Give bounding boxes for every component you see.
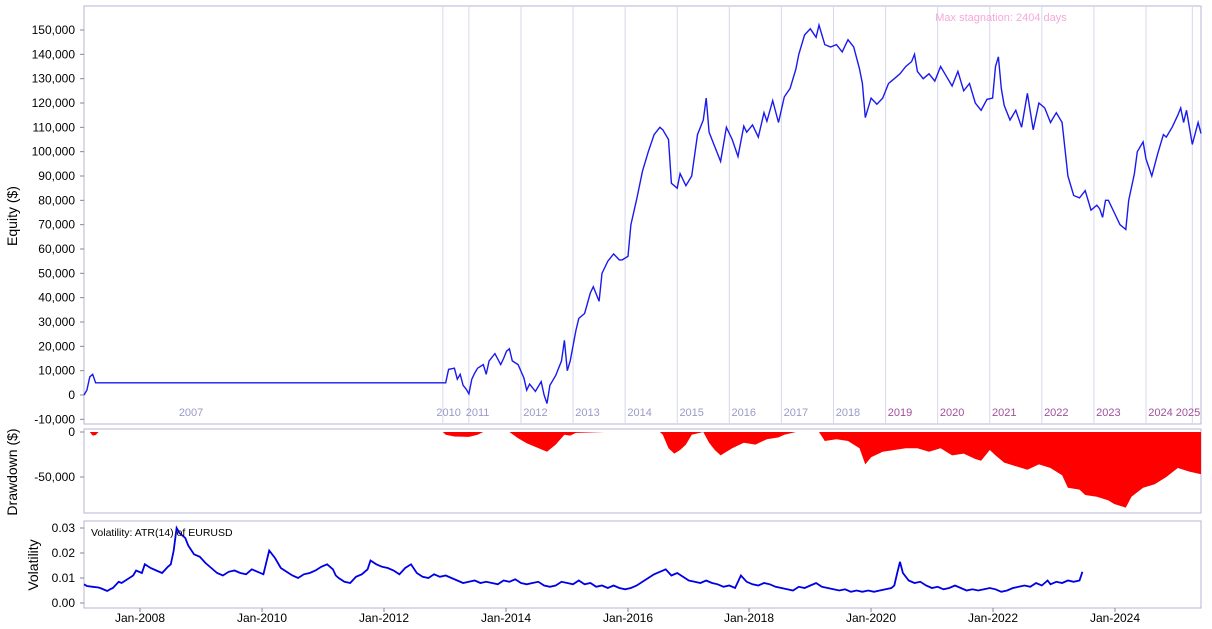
volatility-x-tick-label: Jan-2016 — [603, 611, 653, 625]
drawdown-area — [84, 432, 1201, 508]
drawdown-y-axis-ticks: 0 -50,000 — [34, 425, 84, 484]
year-label: 2022 — [1044, 407, 1068, 419]
volatility-x-tick-label: Jan-2010 — [237, 611, 287, 625]
volatility-x-tick-label: Jan-2014 — [481, 611, 531, 625]
year-label: 2021 — [992, 407, 1016, 419]
equity-y-tick-label: 10,000 — [38, 364, 75, 378]
volatility-x-tick-label: Jan-2022 — [968, 611, 1018, 625]
equity-panel: -10,000 0 10,000 20,000 30,000 40,000 50,000 60… — [4, 5, 1202, 426]
volatility-y-tick-label: 0.00 — [52, 596, 76, 610]
equity-y-tick-label: 60,000 — [38, 242, 75, 256]
equity-curve-line — [83, 22, 1202, 404]
drawdown-axis-label: Drawdown ($) — [4, 428, 20, 515]
year-label: 2011 — [466, 407, 490, 419]
year-label: 2007 — [179, 407, 203, 419]
year-separator-lines — [442, 7, 1193, 423]
equity-y-tick-label: 120,000 — [32, 96, 76, 110]
equity-y-tick-label: 150,000 — [32, 23, 76, 37]
year-labels: 2007 2010 2011 2012 2013 2014 2015 2016 2017 2018… — [179, 407, 1200, 419]
year-label: 2014 — [627, 407, 651, 419]
equity-y-tick-label: 40,000 — [38, 291, 75, 305]
volatility-plot-area — [83, 520, 1202, 609]
volatility-x-tick-label: Jan-2008 — [115, 611, 165, 625]
equity-y-tick-label: 0 — [68, 388, 75, 402]
year-label: 2010 — [436, 407, 460, 419]
equity-y-tick-label: 70,000 — [38, 218, 75, 232]
year-label: 2025 — [1176, 407, 1200, 419]
volatility-y-tick-label: 0.03 — [52, 521, 76, 535]
drawdown-panel: 0 -50,000 Drawdown ($) — [4, 425, 1202, 516]
year-label: 2019 — [888, 407, 912, 419]
year-label: 2023 — [1096, 407, 1120, 419]
year-label: 2017 — [784, 407, 808, 419]
volatility-title: Volatility: ATR(14) of EURUSD — [91, 527, 233, 539]
year-label: 2024 — [1148, 407, 1172, 419]
drawdown-y-tick-label: -50,000 — [34, 470, 75, 484]
equity-axis-label: Equity ($) — [4, 186, 20, 246]
drawdown-y-tick-label: 0 — [68, 425, 75, 439]
volatility-y-tick-label: 0.02 — [52, 546, 76, 560]
equity-y-tick-label: 130,000 — [32, 72, 76, 86]
volatility-line — [83, 525, 1084, 593]
max-stagnation-annotation: Max stagnation: 2404 days — [935, 12, 1067, 24]
volatility-y-tick-label: 0.01 — [52, 571, 76, 585]
volatility-panel: 0.00 0.01 0.02 0.03 Jan-2008 Jan-2010 Jan-201… — [25, 520, 1202, 625]
equity-y-tick-label: 80,000 — [38, 193, 75, 207]
equity-y-tick-label: -10,000 — [34, 412, 75, 426]
volatility-x-tick-label: Jan-2012 — [359, 611, 409, 625]
equity-y-tick-label: 20,000 — [38, 339, 75, 353]
year-label: 2013 — [575, 407, 599, 419]
year-label: 2016 — [732, 407, 756, 419]
year-label: 2018 — [836, 407, 860, 419]
year-label: 2015 — [679, 407, 703, 419]
equity-y-tick-label: 90,000 — [38, 169, 75, 183]
equity-y-tick-label: 110,000 — [33, 120, 76, 134]
volatility-x-axis-labels: Jan-2008 Jan-2010 Jan-2012 Jan-2014 Jan-2016… — [115, 608, 1140, 625]
year-label: 2020 — [940, 407, 964, 419]
volatility-x-tick-label: Jan-2020 — [846, 611, 896, 625]
equity-y-tick-label: 100,000 — [32, 145, 76, 159]
equity-y-tick-label: 50,000 — [38, 266, 75, 280]
equity-plot-area — [83, 5, 1202, 425]
year-label: 2012 — [523, 407, 547, 419]
equity-y-tick-label: 30,000 — [38, 315, 75, 329]
volatility-x-tick-label: Jan-2024 — [1090, 611, 1140, 625]
volatility-axis-label: Volatility — [25, 539, 41, 590]
equity-y-tick-label: 140,000 — [32, 47, 76, 61]
equity-y-axis-ticks: -10,000 0 10,000 20,000 30,000 40,000 50,000 60… — [32, 23, 84, 426]
volatility-x-tick-label: Jan-2018 — [724, 611, 774, 625]
volatility-y-axis-ticks: 0.00 0.01 0.02 0.03 — [52, 521, 84, 610]
